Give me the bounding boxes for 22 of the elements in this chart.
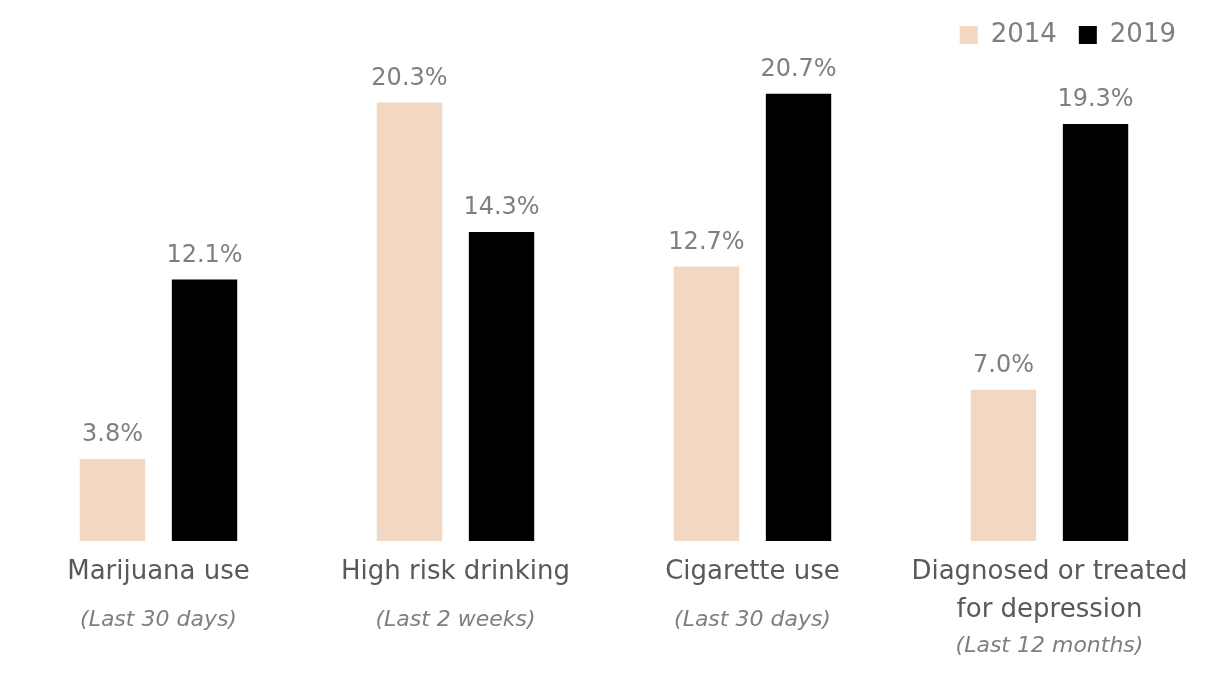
x-tick-label: Cigarette use (Last 30 days)	[665, 554, 840, 631]
x-tick-label: High risk drinking (Last 2 weeks)	[341, 554, 570, 631]
data-label: 19.3%	[1057, 84, 1134, 113]
bar	[970, 389, 1037, 541]
x-tick-label: Diagnosed or treated for depression (Last 12 months)	[911, 554, 1188, 657]
bar	[673, 266, 740, 541]
data-label: 14.3%	[463, 192, 540, 221]
data-label: 20.3%	[371, 62, 448, 91]
bar	[1062, 124, 1129, 541]
legend-label: 2019	[1109, 17, 1176, 48]
data-label: 12.7%	[668, 226, 745, 255]
data-label: 7.0%	[972, 350, 1034, 378]
bar	[765, 93, 832, 541]
bar	[376, 102, 443, 541]
bar	[79, 458, 146, 541]
data-label: 20.7%	[760, 54, 837, 83]
bar	[468, 232, 535, 541]
data-label: 3.8%	[81, 419, 143, 448]
legend-label: 2014	[990, 17, 1057, 48]
bar	[171, 279, 238, 541]
data-label: 12.1%	[166, 239, 243, 268]
x-tick-label: Marijuana use (Last 30 days)	[67, 554, 250, 631]
